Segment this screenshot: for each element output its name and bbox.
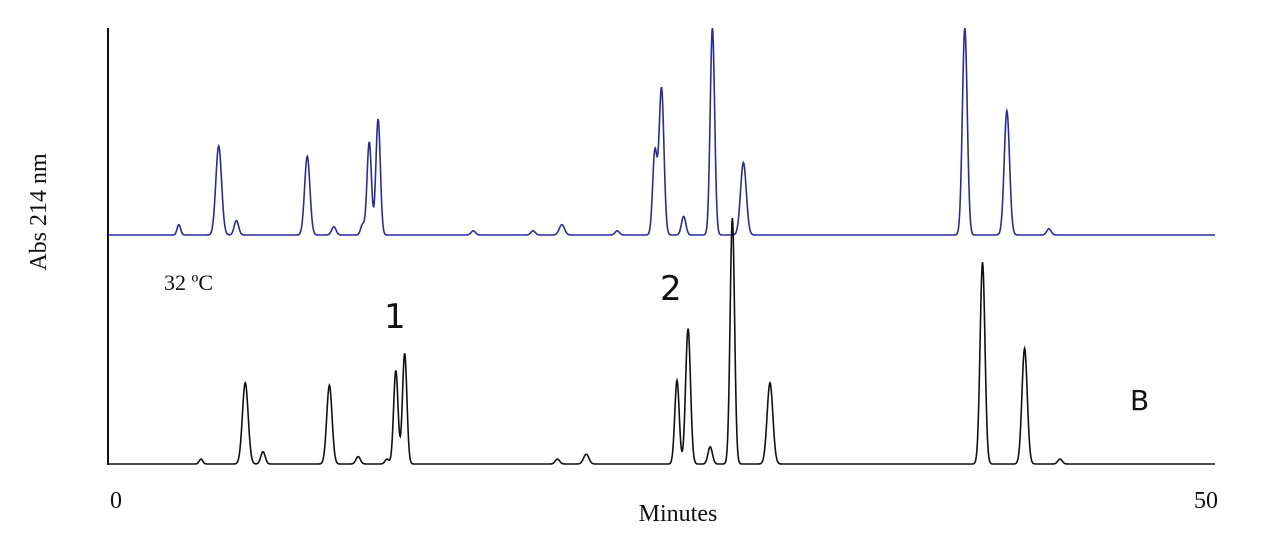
x-tick-label-50: 50 (1194, 488, 1218, 514)
temperature-label: 32 ºC (164, 270, 213, 295)
trace-top-blue (108, 27, 1215, 236)
x-axis-label: Minutes (639, 501, 718, 527)
trace-bottom-black (108, 217, 1215, 465)
peak-label-1: 1 (384, 297, 406, 337)
peak-label-2: 2 (660, 269, 682, 309)
panel-label-b: B (1130, 384, 1149, 417)
x-tick-label-0: 0 (110, 488, 122, 514)
y-axis-label: Abs 214 nm (26, 153, 52, 271)
